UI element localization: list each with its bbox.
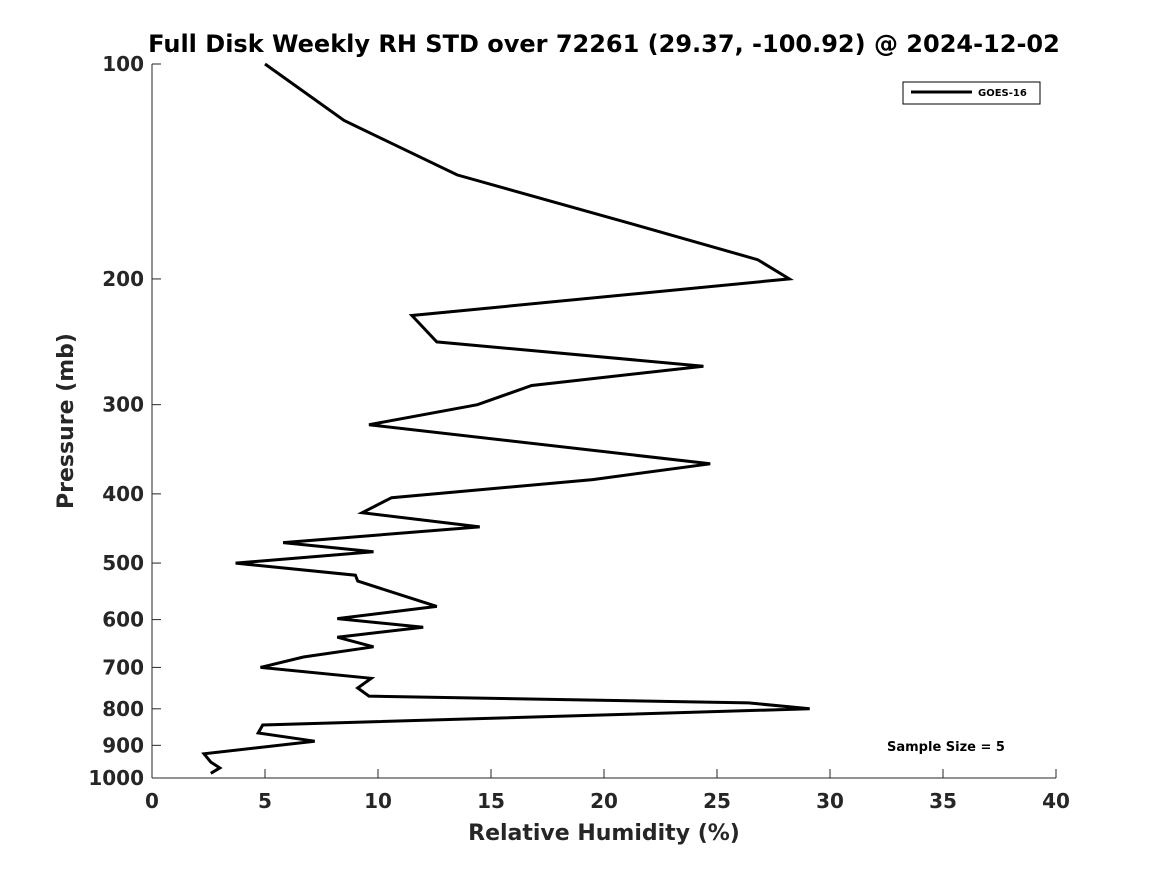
chart-title: Full Disk Weekly RH STD over 72261 (29.3… [148, 30, 1060, 58]
y-tick-label: 700 [102, 655, 144, 679]
x-tick-label: 30 [816, 789, 844, 813]
x-tick-label: 10 [364, 789, 392, 813]
y-tick-label: 600 [102, 608, 144, 632]
series-line-goes-16 [201, 62, 810, 775]
sample-size-annotation: Sample Size = 5 [887, 740, 1005, 755]
y-tick-label: 1000 [88, 766, 144, 790]
x-axis-ticks: 0 5 10 15 20 25 30 35 40 [145, 769, 1070, 813]
y-tick-label: 500 [102, 551, 144, 575]
x-tick-label: 40 [1042, 789, 1070, 813]
legend-label-goes-16: GOES-16 [978, 88, 1027, 99]
x-tick-label: 0 [145, 789, 159, 813]
legend: GOES-16 [902, 81, 1041, 105]
x-tick-label: 20 [590, 789, 618, 813]
x-tick-label: 15 [477, 789, 505, 813]
y-tick-label: 400 [102, 482, 144, 506]
x-tick-label: 5 [258, 789, 272, 813]
y-tick-label: 800 [102, 697, 144, 721]
y-tick-label: 300 [102, 393, 144, 417]
y-axis-ticks: 100 200 300 400 500 600 700 800 900 1000 [88, 52, 161, 790]
y-tick-label: 900 [102, 733, 144, 757]
x-tick-label: 35 [929, 789, 957, 813]
x-tick-label: 25 [703, 789, 731, 813]
y-tick-label: 200 [102, 267, 144, 291]
y-axis-label: Pressure (mb) [54, 333, 79, 509]
x-axis-label: Relative Humidity (%) [468, 821, 740, 846]
y-tick-label: 100 [102, 52, 144, 76]
